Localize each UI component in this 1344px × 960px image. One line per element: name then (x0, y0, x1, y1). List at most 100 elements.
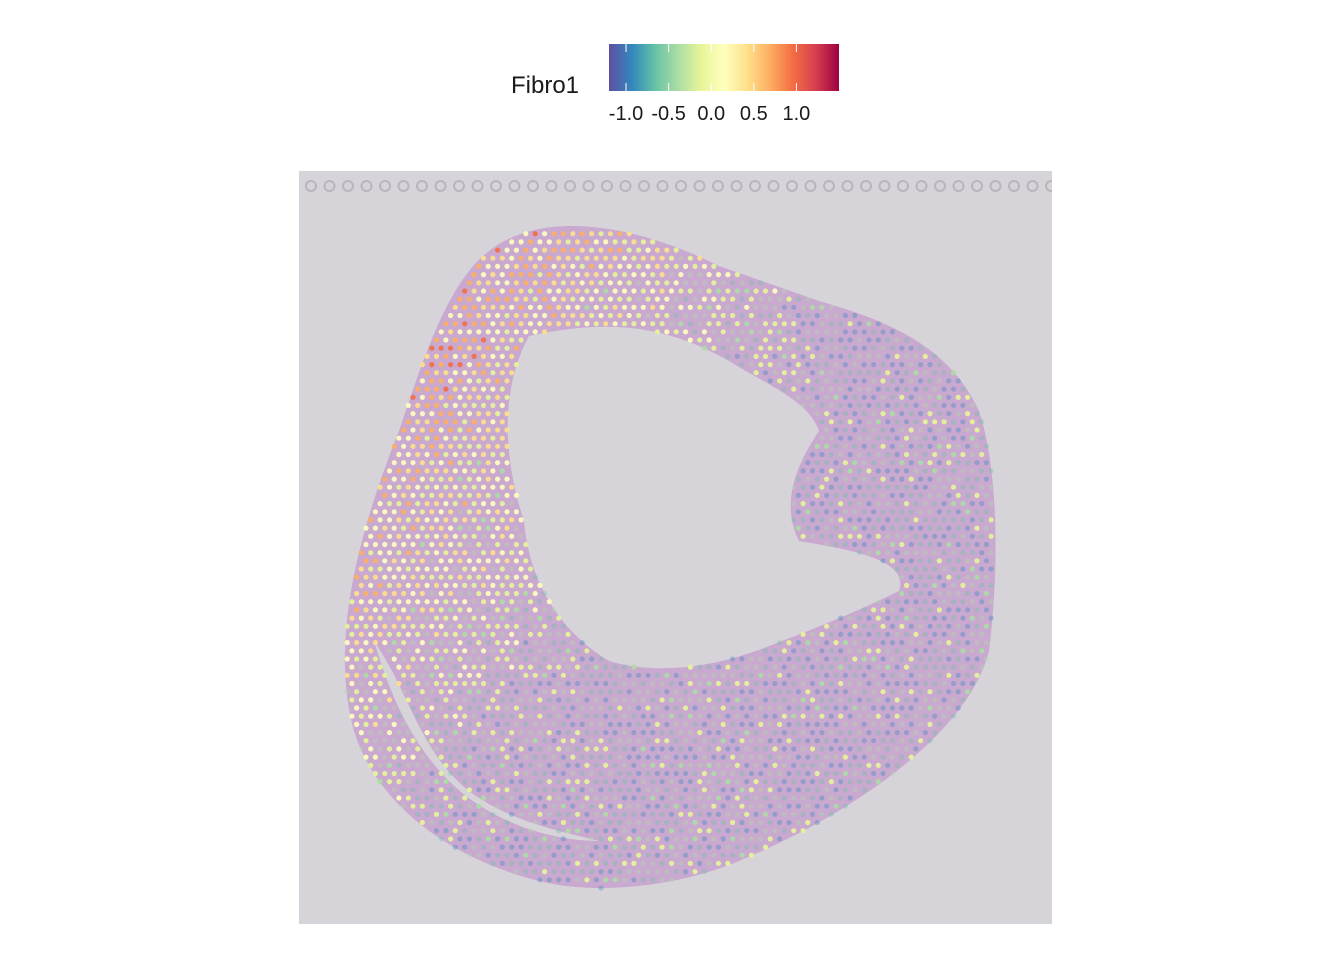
spot (833, 378, 839, 384)
spot (673, 852, 679, 858)
spot (885, 664, 891, 670)
spot (542, 852, 548, 858)
spot (744, 697, 750, 703)
spot (744, 779, 750, 785)
spot (466, 476, 472, 482)
spot (589, 869, 595, 875)
spot (955, 394, 961, 400)
spot (607, 672, 613, 678)
spot (490, 566, 496, 572)
spot (532, 263, 538, 269)
spot (955, 541, 961, 548)
spot (650, 288, 656, 294)
spot (424, 370, 430, 376)
fiducial-spot (767, 180, 780, 192)
spot (377, 779, 383, 785)
spot (965, 672, 971, 678)
spot (889, 509, 896, 515)
spot (579, 263, 585, 269)
spot (918, 656, 924, 662)
spot (448, 574, 454, 580)
spot (574, 664, 581, 670)
spot (950, 615, 957, 621)
spot (621, 304, 628, 310)
spot (814, 754, 820, 760)
spot (950, 484, 957, 490)
spot (781, 304, 787, 310)
spot (372, 672, 378, 678)
spot (936, 525, 943, 531)
spot (433, 828, 440, 834)
spot (805, 770, 811, 777)
spot (518, 272, 524, 278)
spot (777, 329, 783, 335)
spot (354, 607, 360, 613)
spot (955, 640, 961, 646)
spot (918, 590, 924, 597)
spot (692, 852, 698, 858)
spot (560, 770, 566, 777)
spot (786, 754, 792, 760)
spot (734, 697, 740, 703)
spot (748, 852, 754, 858)
spot (847, 468, 853, 474)
spot (626, 852, 632, 858)
spot (509, 288, 515, 294)
spot (419, 623, 425, 629)
spot (527, 730, 534, 736)
spot (405, 615, 411, 621)
spot (899, 411, 905, 417)
spot (476, 607, 482, 613)
spot (842, 787, 849, 793)
spot (842, 492, 849, 498)
spot (382, 721, 388, 728)
spot (833, 640, 839, 646)
spot (523, 754, 529, 760)
spot (899, 607, 905, 613)
spot (786, 738, 792, 744)
spot (960, 435, 966, 441)
spot (871, 541, 877, 548)
spot (809, 811, 816, 817)
spot (781, 697, 787, 703)
spot (556, 795, 562, 801)
spot (969, 419, 975, 425)
spot (918, 345, 924, 351)
spot (513, 623, 519, 629)
spot (889, 672, 896, 678)
spot (490, 353, 496, 359)
spot (772, 664, 778, 670)
spot (593, 877, 599, 883)
spot (640, 713, 646, 719)
spot (372, 558, 378, 564)
spot (499, 517, 505, 523)
spot (513, 509, 519, 515)
spot (386, 713, 393, 719)
spot (504, 640, 510, 646)
spot (476, 411, 482, 417)
spot (960, 566, 966, 572)
spot (443, 795, 449, 801)
spot (589, 770, 595, 777)
spot (532, 231, 538, 237)
spot (683, 770, 689, 777)
spot (452, 631, 458, 637)
spot (777, 721, 783, 728)
spot (654, 247, 660, 253)
spot (504, 443, 510, 449)
spot (433, 615, 440, 621)
spot (438, 607, 444, 613)
spot (344, 640, 350, 646)
spot (861, 329, 867, 335)
spot (386, 648, 393, 654)
spot (927, 607, 933, 613)
spot (419, 640, 425, 646)
spot (941, 402, 947, 408)
spot (767, 362, 773, 368)
spot (908, 672, 914, 678)
spot (626, 819, 632, 826)
spot (786, 705, 792, 711)
spot (579, 754, 585, 760)
spot (988, 615, 994, 621)
spot (438, 443, 444, 449)
